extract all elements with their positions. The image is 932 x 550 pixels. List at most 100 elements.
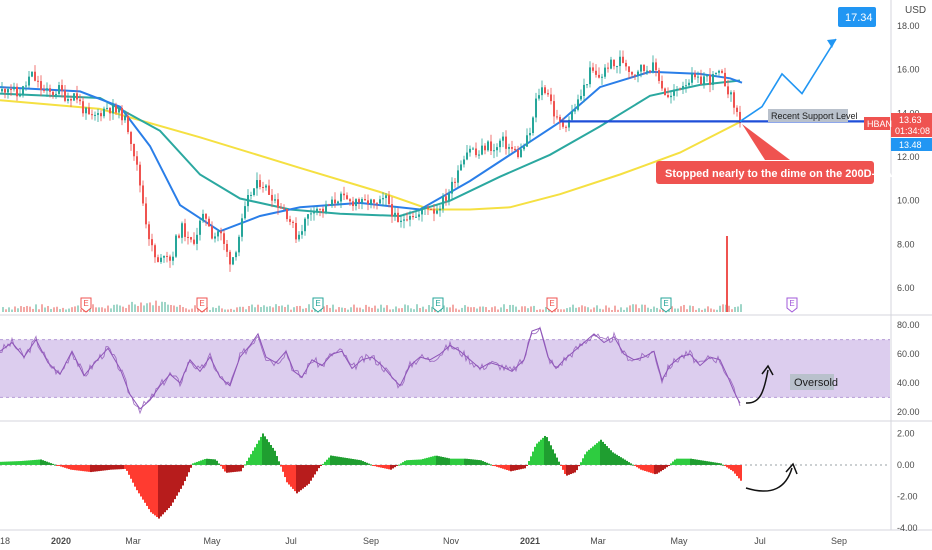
candle-body xyxy=(709,75,711,85)
volume-bar xyxy=(179,304,181,312)
histogram-bar xyxy=(260,436,262,465)
candle-body xyxy=(370,199,372,204)
volume-bar xyxy=(71,307,73,312)
volume-bar xyxy=(425,309,427,312)
earnings-marker-label: E xyxy=(789,299,794,308)
candle-body xyxy=(493,150,495,152)
histogram-bar xyxy=(478,460,480,465)
volume-bar xyxy=(680,306,682,312)
volume-bar xyxy=(197,309,199,312)
volume-bar xyxy=(335,309,337,312)
candle-body xyxy=(631,71,633,75)
volume-bar xyxy=(113,304,115,312)
histogram-bar xyxy=(738,464,740,479)
x-tick-label: 18 xyxy=(0,536,10,546)
candle-body xyxy=(325,204,327,212)
candle-body xyxy=(127,115,129,133)
volume-bar xyxy=(272,307,274,312)
histogram-bar xyxy=(148,464,150,510)
volume-bar xyxy=(227,309,229,312)
candle-body xyxy=(637,71,639,76)
histogram-bar xyxy=(162,464,164,515)
candle-body xyxy=(502,136,504,141)
histogram-bar xyxy=(350,458,352,465)
histogram-bar xyxy=(20,461,22,465)
candle-body xyxy=(616,66,618,68)
volume-bar xyxy=(545,307,547,312)
volume-bar xyxy=(524,306,526,312)
candle-body xyxy=(514,148,516,151)
histogram-bar xyxy=(654,464,656,475)
histogram-bar xyxy=(72,464,74,470)
histogram-bar xyxy=(642,464,644,471)
moving-average-line xyxy=(0,99,741,211)
volume-bar xyxy=(59,309,61,312)
candle-body xyxy=(112,105,114,114)
histogram-bar xyxy=(726,464,728,468)
candle-body xyxy=(535,98,537,118)
rsi-detail-line xyxy=(0,326,741,415)
volume-bar xyxy=(467,306,469,312)
candle-body xyxy=(286,209,288,220)
volume-bar xyxy=(251,304,253,312)
histogram-bar xyxy=(346,458,348,465)
histogram-bar xyxy=(512,464,514,471)
histogram-bar xyxy=(116,464,118,470)
volume-bar xyxy=(23,307,25,312)
volume-bar xyxy=(167,304,169,312)
candle-body xyxy=(682,86,684,90)
volume-bar xyxy=(398,308,400,312)
candle-body xyxy=(349,199,351,202)
candle-body xyxy=(49,88,51,92)
candle-body xyxy=(643,64,645,71)
volume-bar xyxy=(737,306,739,312)
candle-body xyxy=(577,99,579,110)
volume-bar xyxy=(329,307,331,312)
volume-bar xyxy=(593,307,595,312)
histogram-bar xyxy=(462,458,464,465)
candle-body xyxy=(592,67,594,71)
histogram-bar xyxy=(474,459,476,465)
forecast-path xyxy=(739,38,837,123)
price-tick-label: 10.00 xyxy=(897,196,920,206)
earnings-marker xyxy=(312,297,324,313)
histogram-bar xyxy=(630,463,632,465)
earnings-marker-label: E xyxy=(435,299,440,308)
volume-bar xyxy=(488,309,490,312)
x-tick-label: Nov xyxy=(443,536,460,546)
histogram-bar xyxy=(328,457,330,465)
histogram-bar xyxy=(676,458,678,465)
histogram-bar xyxy=(588,449,590,465)
histogram-bar xyxy=(432,456,434,465)
histogram-bar xyxy=(122,464,124,470)
earnings-marker-label: E xyxy=(663,299,668,308)
candle-body xyxy=(328,204,330,206)
volume-bar xyxy=(32,308,34,312)
volume-bar xyxy=(269,306,271,312)
candle-body xyxy=(586,84,588,86)
candle-body xyxy=(391,204,393,217)
candle-body xyxy=(217,231,219,237)
volume-bar xyxy=(176,306,178,312)
candle-body xyxy=(283,208,285,210)
candle-body xyxy=(568,119,570,128)
candle-body xyxy=(160,257,162,262)
earnings-marker xyxy=(432,297,444,313)
histogram-bar xyxy=(586,451,588,465)
histogram-bar xyxy=(524,464,526,469)
volume-bar xyxy=(701,309,703,312)
volume-bar xyxy=(668,309,670,312)
candle-body xyxy=(400,220,402,222)
histogram-bar xyxy=(602,441,604,465)
histogram-bar xyxy=(2,461,4,465)
candle-body xyxy=(706,75,708,77)
volume-bar xyxy=(602,309,604,312)
histogram-bar xyxy=(670,463,672,465)
histogram-bar xyxy=(562,464,564,470)
candle-body xyxy=(307,214,309,219)
rsi-line xyxy=(0,327,741,410)
candle-body xyxy=(403,219,405,221)
histogram-bar xyxy=(448,458,450,465)
candle-body xyxy=(76,93,78,100)
histogram-bar xyxy=(250,454,252,465)
